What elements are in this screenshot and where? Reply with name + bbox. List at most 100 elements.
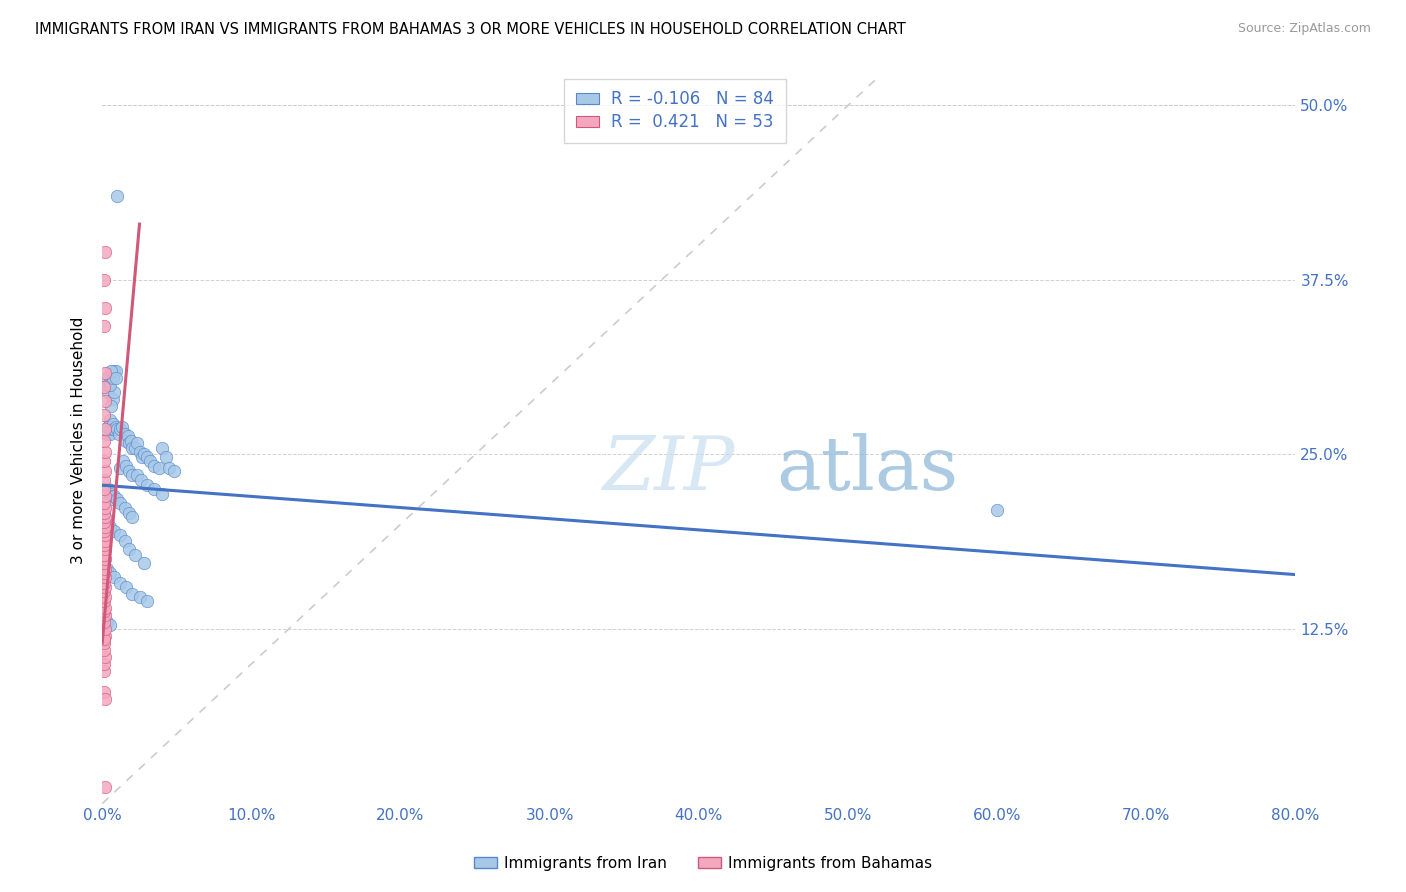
Point bbox=[107, 426, 129, 441]
Point bbox=[94, 580, 117, 594]
Text: Source: ZipAtlas.com: Source: ZipAtlas.com bbox=[1237, 22, 1371, 36]
Point bbox=[150, 486, 173, 500]
Point bbox=[125, 468, 148, 483]
Point bbox=[98, 486, 121, 500]
Point bbox=[155, 450, 177, 465]
Point bbox=[93, 273, 115, 287]
Point bbox=[93, 685, 115, 699]
Point bbox=[103, 489, 125, 503]
Point bbox=[117, 429, 139, 443]
Point bbox=[93, 524, 115, 539]
Point bbox=[94, 422, 117, 436]
Point bbox=[94, 528, 117, 542]
Point bbox=[128, 590, 150, 604]
Point bbox=[120, 434, 142, 448]
Point bbox=[94, 570, 117, 584]
Point bbox=[94, 608, 117, 623]
Point bbox=[94, 464, 117, 478]
Point bbox=[114, 534, 136, 549]
Point bbox=[163, 464, 186, 478]
Point bbox=[93, 615, 115, 629]
Point bbox=[93, 318, 115, 333]
Point bbox=[118, 542, 141, 557]
Point bbox=[121, 441, 143, 455]
Point bbox=[108, 576, 131, 591]
Point bbox=[98, 377, 121, 392]
Point bbox=[96, 370, 118, 384]
Point bbox=[93, 434, 115, 448]
Point bbox=[104, 370, 127, 384]
Point bbox=[124, 548, 146, 562]
Y-axis label: 3 or more Vehicles in Household: 3 or more Vehicles in Household bbox=[72, 317, 86, 565]
Point bbox=[93, 594, 115, 608]
Point bbox=[101, 492, 124, 507]
Point bbox=[143, 483, 166, 497]
Point bbox=[98, 426, 121, 441]
Point bbox=[98, 566, 121, 581]
Point bbox=[97, 483, 120, 497]
Point bbox=[104, 419, 127, 434]
Point bbox=[93, 409, 115, 423]
Point bbox=[115, 434, 138, 448]
Point bbox=[110, 419, 132, 434]
Point bbox=[100, 489, 122, 503]
Point bbox=[93, 473, 115, 487]
Point bbox=[136, 478, 159, 492]
Point bbox=[93, 632, 115, 646]
Point bbox=[93, 657, 115, 671]
Point bbox=[96, 426, 118, 441]
Point bbox=[148, 461, 170, 475]
Point bbox=[94, 500, 117, 515]
Point bbox=[96, 517, 118, 532]
Point bbox=[93, 566, 115, 581]
Point bbox=[143, 458, 166, 473]
Point bbox=[124, 441, 146, 455]
Point bbox=[104, 364, 127, 378]
Point bbox=[93, 576, 115, 591]
Point bbox=[94, 489, 117, 503]
Point bbox=[97, 419, 120, 434]
Point bbox=[94, 590, 117, 604]
Text: atlas: atlas bbox=[776, 434, 959, 506]
Point bbox=[94, 601, 117, 615]
Point bbox=[93, 515, 115, 529]
Point bbox=[94, 622, 117, 636]
Point bbox=[93, 664, 115, 678]
Point bbox=[94, 562, 117, 576]
Point bbox=[94, 394, 117, 409]
Point bbox=[94, 691, 117, 706]
Point bbox=[105, 492, 128, 507]
Point bbox=[118, 464, 141, 478]
Point bbox=[100, 399, 122, 413]
Point bbox=[94, 245, 117, 260]
Point bbox=[136, 450, 159, 465]
Point bbox=[121, 587, 143, 601]
Point bbox=[150, 441, 173, 455]
Point bbox=[93, 584, 115, 599]
Point bbox=[129, 473, 152, 487]
Point bbox=[96, 562, 118, 576]
Point bbox=[115, 458, 138, 473]
Point bbox=[93, 538, 115, 552]
Point bbox=[118, 436, 141, 450]
Point bbox=[94, 780, 117, 794]
Point bbox=[93, 506, 115, 520]
Point bbox=[101, 417, 124, 431]
Point bbox=[98, 520, 121, 534]
Point bbox=[986, 503, 1008, 517]
Point bbox=[136, 594, 159, 608]
Point bbox=[100, 419, 122, 434]
Point bbox=[94, 301, 117, 315]
Point bbox=[114, 500, 136, 515]
Point bbox=[93, 643, 115, 657]
Point bbox=[94, 542, 117, 557]
Point bbox=[93, 483, 115, 497]
Point bbox=[132, 448, 155, 462]
Text: IMMIGRANTS FROM IRAN VS IMMIGRANTS FROM BAHAMAS 3 OR MORE VEHICLES IN HOUSEHOLD : IMMIGRANTS FROM IRAN VS IMMIGRANTS FROM … bbox=[35, 22, 905, 37]
Point bbox=[94, 510, 117, 524]
Point bbox=[108, 461, 131, 475]
Point bbox=[94, 650, 117, 665]
Point bbox=[98, 618, 121, 632]
Point bbox=[93, 557, 115, 571]
Point bbox=[97, 384, 120, 399]
